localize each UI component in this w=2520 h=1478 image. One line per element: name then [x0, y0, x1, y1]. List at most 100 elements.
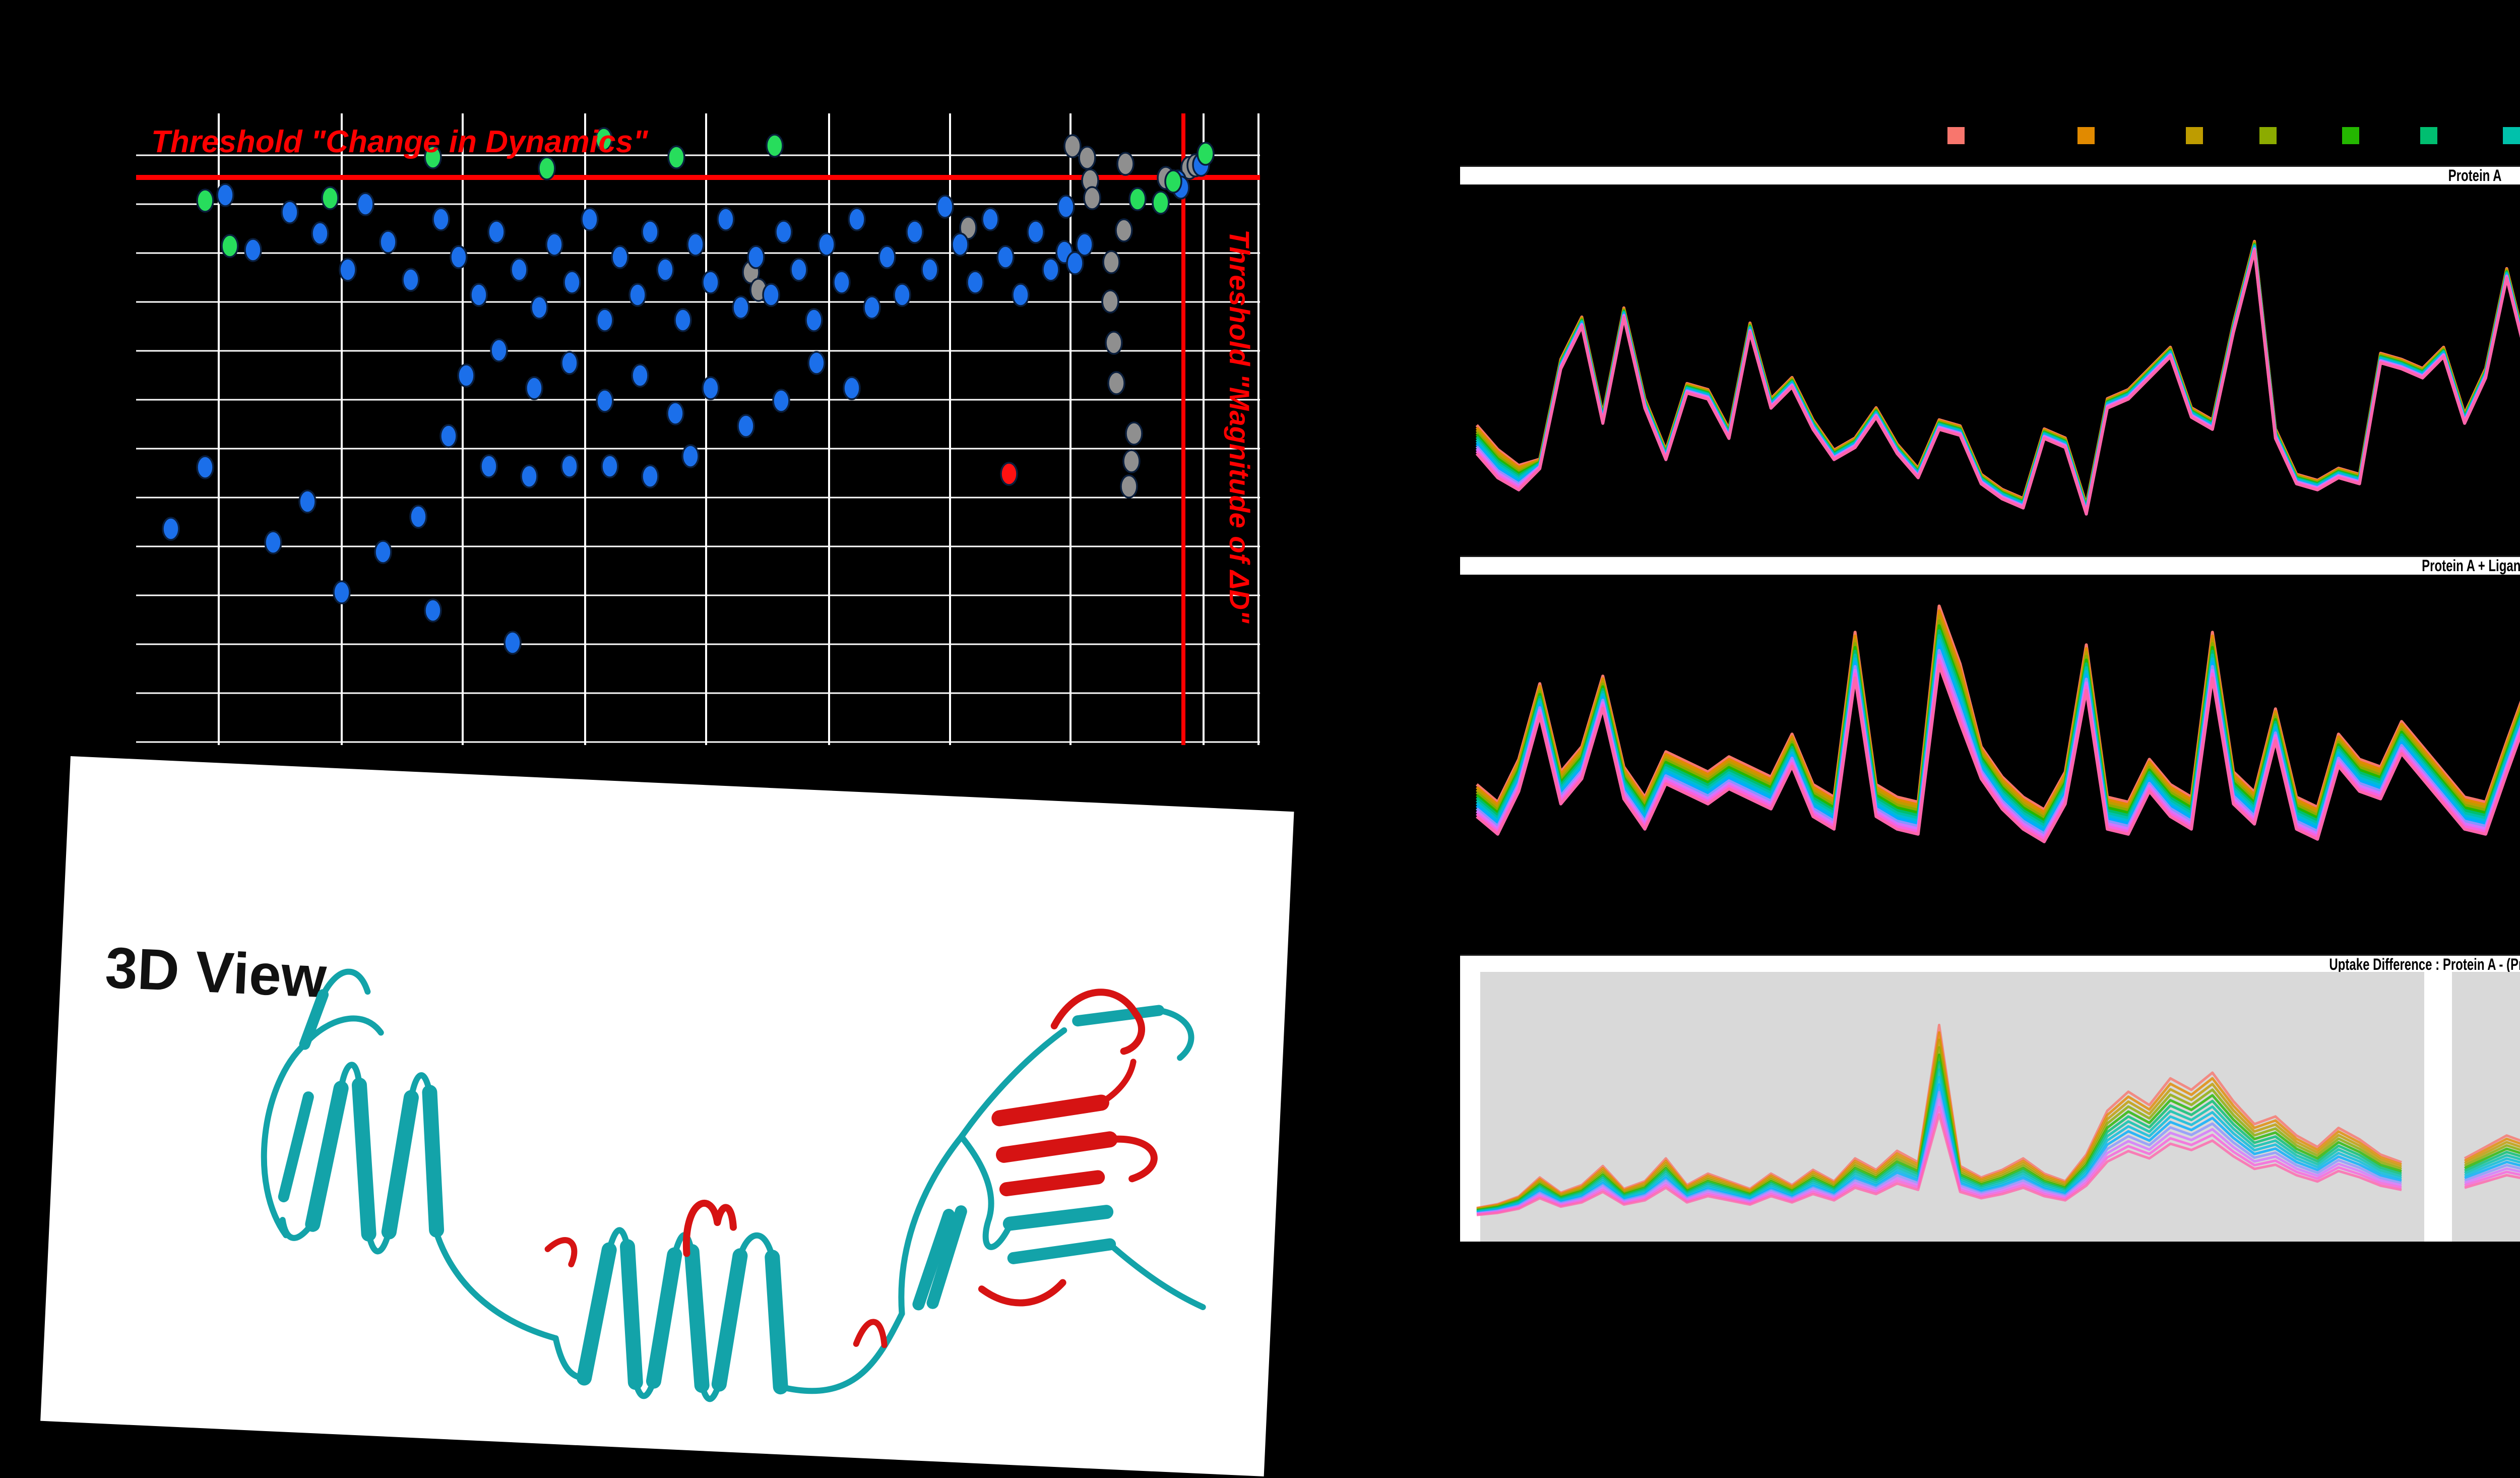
volcano-point-red[interactable] — [1000, 462, 1018, 486]
volcano-point-blue[interactable] — [1066, 251, 1084, 275]
volcano-plot[interactable] — [136, 113, 1260, 745]
uptake-chart-canvas[interactable] — [1460, 573, 2520, 954]
uptake-line-series-6[interactable] — [1476, 1061, 2520, 1212]
uptake-line-series-13[interactable] — [1475, 242, 2520, 516]
volcano-point-blue[interactable] — [216, 183, 234, 207]
volcano-point-blue[interactable] — [996, 245, 1015, 269]
uptake-line-series-11[interactable] — [1475, 240, 2520, 514]
volcano-point-blue[interactable] — [936, 195, 954, 219]
volcano-point-green[interactable] — [538, 156, 556, 180]
volcano-point-gray[interactable] — [959, 216, 977, 240]
volcano-point-blue[interactable] — [339, 258, 357, 282]
volcano-point-blue[interactable] — [641, 220, 659, 244]
volcano-point-blue[interactable] — [790, 258, 808, 282]
volcano-point-blue[interactable] — [906, 220, 924, 244]
volcano-point-blue[interactable] — [244, 238, 262, 262]
volcano-point-blue[interactable] — [732, 295, 750, 320]
volcano-point-blue[interactable] — [281, 200, 299, 224]
volcano-point-blue[interactable] — [298, 489, 317, 514]
legend-swatch-timepoint-5[interactable] — [2342, 127, 2359, 144]
volcano-point-blue[interactable] — [737, 414, 755, 438]
volcano-point-blue[interactable] — [1012, 283, 1030, 307]
uptake-chart-canvas[interactable] — [1460, 972, 2520, 1242]
uptake-line-series-10[interactable] — [1475, 239, 2520, 514]
uptake-line-series-7[interactable] — [1476, 633, 2520, 858]
volcano-point-blue[interactable] — [656, 258, 674, 282]
uptake-line-series-11[interactable] — [1476, 1098, 2520, 1215]
protein-ribbon[interactable] — [208, 930, 1316, 1453]
volcano-point-blue[interactable] — [674, 308, 692, 332]
legend-swatch-timepoint-4[interactable] — [2259, 127, 2277, 144]
volcano-point-blue[interactable] — [702, 270, 720, 294]
volcano-point-blue[interactable] — [921, 258, 939, 282]
volcano-point-blue[interactable] — [681, 444, 700, 468]
volcano-point-green[interactable] — [667, 145, 685, 169]
viewer-3d-card[interactable]: 3D View — [40, 756, 1294, 1476]
volcano-point-blue[interactable] — [951, 232, 969, 257]
uptake-line-series-3[interactable] — [1476, 1038, 2520, 1211]
volcano-point-blue[interactable] — [480, 454, 498, 478]
volcano-point-blue[interactable] — [402, 268, 420, 292]
volcano-point-gray[interactable] — [1115, 218, 1133, 242]
volcano-point-blue[interactable] — [666, 401, 684, 425]
uptake-line-series-12[interactable] — [1475, 241, 2520, 515]
uptake-chart-protein-a-ligand[interactable] — [1460, 573, 2520, 954]
volcano-point-blue[interactable] — [772, 389, 790, 413]
uptake-line-series-4[interactable] — [1476, 617, 2520, 851]
volcano-point-blue[interactable] — [560, 454, 579, 478]
volcano-point-blue[interactable] — [686, 232, 705, 257]
volcano-point-blue[interactable] — [520, 464, 538, 488]
uptake-line-series-13[interactable] — [1476, 1113, 2520, 1216]
volcano-point-gray[interactable] — [1105, 331, 1123, 355]
legend-swatch-timepoint-1[interactable] — [1947, 127, 1965, 144]
volcano-point-blue[interactable] — [1076, 232, 1094, 257]
volcano-point-blue[interactable] — [1027, 220, 1045, 244]
uptake-line-series-9[interactable] — [1476, 644, 2520, 864]
volcano-point-blue[interactable] — [1057, 195, 1075, 219]
uptake-line-series-13[interactable] — [1476, 663, 2520, 875]
volcano-point-green[interactable] — [321, 186, 339, 210]
volcano-point-blue[interactable] — [843, 376, 861, 400]
uptake-line-series-8[interactable] — [1476, 1076, 2520, 1213]
volcano-point-blue[interactable] — [775, 220, 793, 244]
volcano-point-blue[interactable] — [807, 351, 826, 375]
volcano-point-blue[interactable] — [641, 464, 659, 488]
uptake-line-series-4[interactable] — [1476, 1046, 2520, 1211]
uptake-line-series-2[interactable] — [1476, 1031, 2520, 1210]
volcano-point-blue[interactable] — [450, 245, 468, 269]
uptake-line-series-5[interactable] — [1476, 1054, 2520, 1212]
volcano-point-blue[interactable] — [747, 245, 765, 269]
volcano-point-blue[interactable] — [596, 389, 614, 413]
volcano-point-blue[interactable] — [702, 376, 720, 400]
volcano-scatter-canvas[interactable] — [136, 113, 1260, 745]
volcano-point-gray[interactable] — [1078, 146, 1096, 170]
volcano-point-green[interactable] — [221, 234, 239, 258]
volcano-point-green[interactable] — [766, 134, 784, 158]
volcano-point-blue[interactable] — [490, 338, 508, 362]
volcano-point-blue[interactable] — [196, 455, 214, 479]
volcano-point-blue[interactable] — [530, 295, 548, 320]
uptake-line-series-8[interactable] — [1476, 638, 2520, 861]
volcano-point-gray[interactable] — [1107, 371, 1125, 395]
volcano-point-green[interactable] — [424, 145, 442, 169]
volcano-point-blue[interactable] — [439, 424, 458, 448]
volcano-point-blue[interactable] — [374, 540, 392, 564]
volcano-point-green[interactable] — [1128, 187, 1147, 211]
legend-swatch-timepoint-3[interactable] — [2186, 127, 2203, 144]
volcano-point-blue[interactable] — [878, 245, 896, 269]
volcano-point-blue[interactable] — [560, 351, 579, 375]
volcano-point-blue[interactable] — [545, 232, 563, 257]
uptake-difference-chart[interactable] — [1460, 972, 2520, 1242]
volcano-point-blue[interactable] — [717, 207, 735, 231]
volcano-point-blue[interactable] — [981, 207, 999, 231]
legend-swatch-timepoint-2[interactable] — [2077, 127, 2095, 144]
volcano-point-gray[interactable] — [1063, 134, 1082, 158]
uptake-line-series-5[interactable] — [1476, 622, 2520, 853]
volcano-point-green[interactable] — [595, 127, 613, 151]
volcano-point-blue[interactable] — [966, 270, 984, 294]
volcano-point-blue[interactable] — [848, 207, 866, 231]
volcano-point-blue[interactable] — [424, 598, 442, 623]
volcano-point-green[interactable] — [1196, 142, 1215, 166]
volcano-point-blue[interactable] — [457, 363, 475, 388]
volcano-point-blue[interactable] — [503, 631, 522, 655]
